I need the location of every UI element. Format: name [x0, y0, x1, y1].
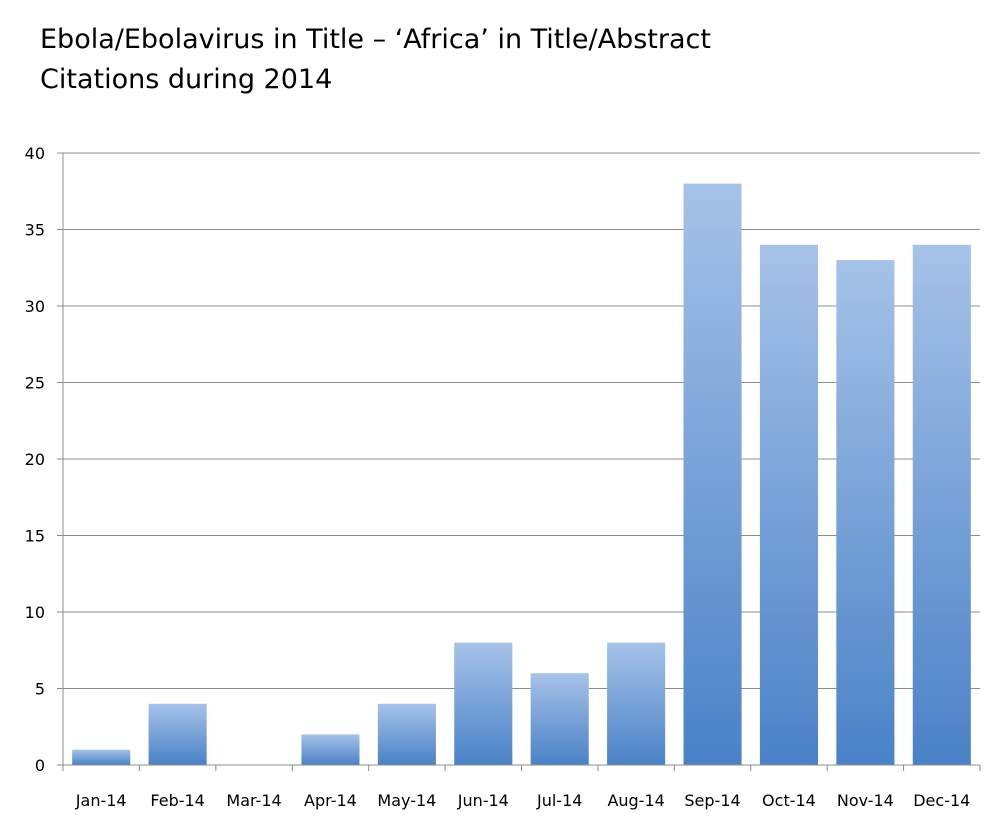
chart-title-line-1: Ebola/Ebolavirus in Title – ‘Africa’ in …	[40, 24, 711, 55]
bar-oct-14	[759, 244, 818, 766]
bars	[72, 183, 971, 766]
bar-apr-14	[301, 734, 360, 765]
x-tick-label: Sep-14	[684, 791, 740, 810]
x-tick-label: Jul-14	[536, 791, 582, 810]
bar-jul-14	[530, 673, 589, 765]
y-axis-ticks: 0 5 10 15 20 25 30 35 40	[25, 144, 63, 775]
x-tick-label: Apr-14	[304, 791, 357, 810]
x-tick-label: Mar-14	[226, 791, 281, 810]
x-tick-label: Nov-14	[837, 791, 894, 810]
chart-title: Ebola/Ebolavirus in Title – ‘Africa’ in …	[40, 20, 980, 100]
x-tick-label: Aug-14	[607, 791, 664, 810]
bar-jun-14	[454, 642, 513, 765]
bar-aug-14	[607, 642, 666, 765]
y-tick-label: 30	[25, 297, 45, 316]
y-tick-label: 10	[25, 603, 45, 622]
gridlines	[63, 152, 980, 689]
x-tick-label: Oct-14	[762, 791, 816, 810]
bar-nov-14	[836, 260, 895, 765]
y-tick-label: 0	[35, 756, 45, 775]
bar-feb-14	[148, 703, 207, 765]
bar-dec-14	[912, 244, 971, 766]
bar-sep-14	[683, 183, 742, 766]
y-tick-label: 35	[25, 221, 45, 240]
y-tick-label: 40	[25, 144, 45, 163]
chart-title-line-2: Citations during 2014	[40, 64, 333, 95]
x-tick-label: May-14	[377, 791, 436, 810]
bar-may-14	[377, 703, 436, 765]
y-tick-label: 15	[25, 527, 45, 546]
x-axis-ticks: Jan-14 Feb-14 Mar-14 Apr-14 May-14 Jun-14 Jul-…	[62, 765, 981, 810]
x-tick-label: Feb-14	[150, 791, 204, 810]
bar-jan-14	[72, 749, 131, 765]
x-tick-label: Dec-14	[913, 791, 970, 810]
y-tick-label: 20	[25, 450, 45, 469]
y-tick-label: 5	[35, 680, 45, 699]
x-tick-label: Jun-14	[457, 791, 509, 810]
y-tick-label: 25	[25, 374, 45, 393]
x-tick-label: Jan-14	[75, 791, 127, 810]
